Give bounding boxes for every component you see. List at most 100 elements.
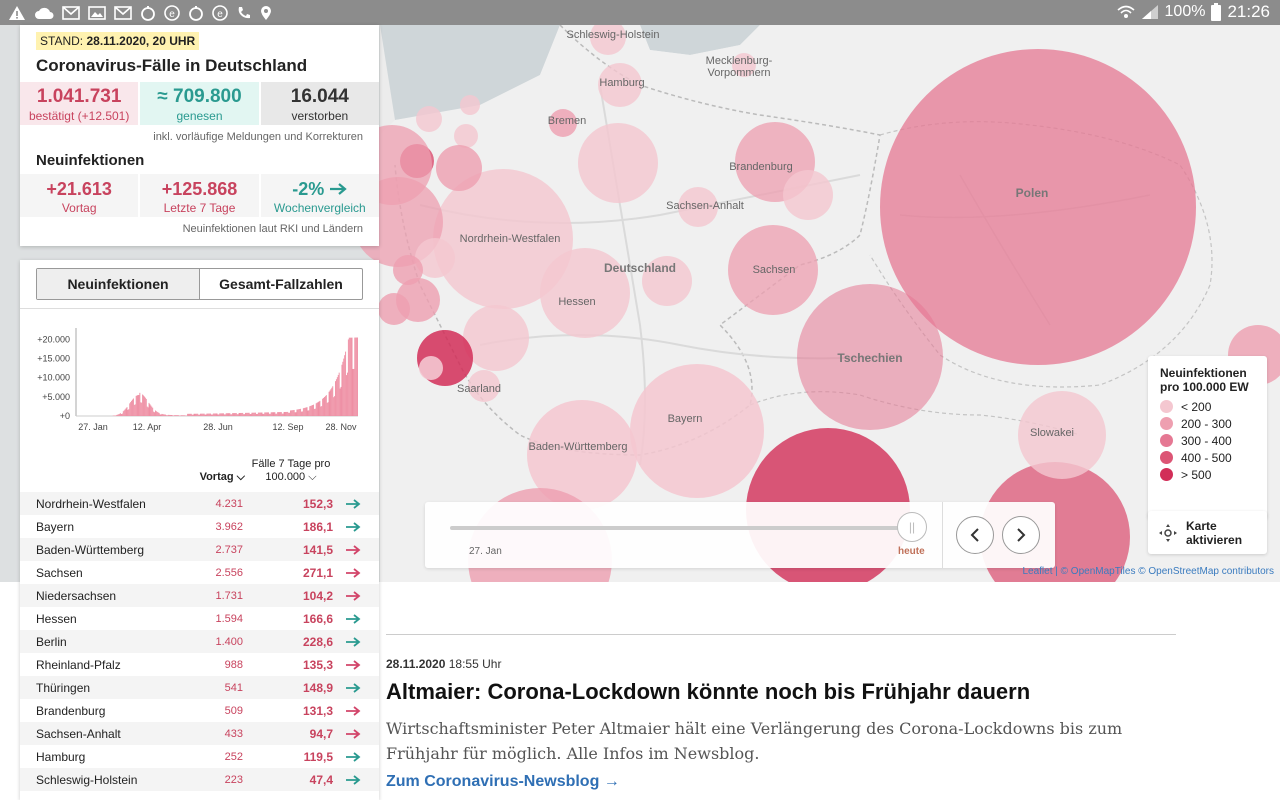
chart-bar: [208, 413, 210, 416]
chart-bar: [352, 368, 354, 416]
chart-bar: [353, 368, 355, 416]
chart-bar: [217, 414, 219, 416]
chart-bar: [166, 415, 168, 416]
chart-bar: [157, 412, 159, 416]
news-teaser: 28.11.2020 18:55 Uhr Altmaier: Corona-Lo…: [386, 634, 1176, 791]
chart-bar: [194, 413, 196, 416]
region-bubble: [393, 255, 423, 285]
battery-level: 100%: [1164, 3, 1206, 20]
next-button[interactable]: [1002, 516, 1040, 554]
state-name: Bayern: [36, 519, 75, 534]
trend-arrow-icon: [333, 705, 373, 716]
y-tick-label: +5.000: [42, 392, 70, 402]
table-row[interactable]: Bayern 3.962 186,1: [20, 515, 379, 538]
table-row[interactable]: Berlin 1.400 228,6: [20, 630, 379, 653]
column-header-vortag-label: Vortag: [199, 471, 234, 483]
chart-bar: [153, 411, 155, 416]
table-row[interactable]: Niedersachsen 1.731 104,2: [20, 584, 379, 607]
chart-bar: [184, 415, 186, 416]
tab-neuinfektionen[interactable]: Neuinfektionen: [37, 269, 200, 299]
chart-bar: [222, 413, 223, 416]
newsblog-link[interactable]: Zum Coronavirus-Newsblog →: [386, 773, 620, 790]
map-label-sk: Slowakei: [1029, 427, 1075, 439]
chart-bar: [151, 406, 153, 416]
table-row[interactable]: Sachsen-Anhalt 433 94,7: [20, 722, 379, 745]
tab-gesamt-fallzahlen[interactable]: Gesamt-Fallzahlen: [219, 276, 343, 292]
chart-bar: [213, 413, 215, 416]
chart-bar: [228, 413, 230, 416]
article-headline[interactable]: Altmaier: Corona-Lockdown könnte noch bi…: [386, 679, 1031, 704]
chart-bar: [302, 408, 304, 416]
chart-bar: [117, 414, 119, 416]
chart-bar: [148, 402, 150, 416]
chart-bar: [316, 402, 318, 416]
chart-bar: [137, 395, 139, 416]
chart-bar: [174, 415, 176, 416]
chart-bar: [224, 414, 226, 416]
chart-bar: [273, 412, 275, 416]
chart-bar: [286, 411, 288, 416]
timeline-track[interactable]: [450, 526, 900, 530]
recovered-value: ≈ 709.800: [157, 86, 242, 107]
table-row[interactable]: [20, 791, 379, 800]
table-row[interactable]: Nordrhein-Westfalen 4.231 152,3: [20, 492, 379, 515]
chart-bar: [355, 337, 357, 416]
timeline-slider-handle[interactable]: ||: [897, 512, 927, 542]
x-tick-label: 27. Jan: [78, 422, 108, 432]
region-bubble: [433, 169, 573, 309]
state-week-incidence: 148,9: [302, 680, 333, 695]
chart-bar: [163, 414, 165, 416]
table-row[interactable]: Brandenburg 509 131,3: [20, 699, 379, 722]
chart-bar: [346, 372, 348, 416]
region-bubble: [590, 25, 626, 55]
table-row[interactable]: Schleswig-Holstein 223 47,4: [20, 768, 379, 791]
region-bubble: [468, 370, 500, 402]
chart-bar: [318, 401, 320, 416]
column-header-vortag[interactable]: Vortag ⌵: [190, 471, 245, 484]
table-row[interactable]: Hamburg 252 119,5: [20, 745, 379, 768]
activate-map-button[interactable]: Karte aktivieren: [1148, 511, 1267, 554]
chart-bar: [147, 407, 149, 416]
region-bubble: [732, 53, 756, 77]
chart-bar: [242, 412, 244, 416]
new-yesterday-stat: +21.613 Vortag: [20, 174, 139, 217]
chart-bar: [124, 409, 126, 416]
leaflet-link[interactable]: Leaflet: [1022, 566, 1053, 577]
chart-bar: [206, 413, 208, 416]
chart-bar: [246, 412, 248, 416]
chart-bar: [121, 414, 122, 416]
column-header-week[interactable]: Fälle 7 Tage pro 100.000 ⌵: [248, 458, 334, 484]
state-name: Baden-Württemberg: [36, 542, 145, 557]
chart-bar: [230, 414, 232, 416]
previous-button[interactable]: [956, 516, 994, 554]
week-compare-stat: -2% Wochenvergleich: [260, 174, 379, 217]
table-row[interactable]: Thüringen 541 148,9: [20, 676, 379, 699]
chart-bar: [170, 415, 172, 416]
chart-bar: [113, 415, 115, 416]
map-label-bw: Baden-Württemberg: [528, 441, 628, 453]
states-table: Nordrhein-Westfalen 4.231 152,3 Bayern 3.962…: [20, 492, 379, 800]
chart-bar: [202, 413, 204, 416]
chart-bar: [177, 415, 179, 416]
legend-label: > 500: [1181, 467, 1212, 482]
chart-bar: [233, 413, 235, 416]
chart-bar: [324, 397, 325, 416]
chart-bar: [250, 414, 252, 416]
table-row[interactable]: Hessen 1.594 166,6: [20, 607, 379, 630]
chart-bar: [315, 403, 317, 416]
e-icon: e: [212, 5, 228, 21]
attribution-text[interactable]: | © OpenMapTiles © OpenStreetMap contrib…: [1055, 566, 1274, 577]
table-row[interactable]: Sachsen 2.556 271,1: [20, 561, 379, 584]
x-tick-label: 28. Nov: [325, 422, 357, 432]
chart-bar: [141, 402, 143, 416]
state-name: Sachsen: [36, 565, 83, 580]
table-row[interactable]: Baden-Württemberg 2.737 141,5: [20, 538, 379, 561]
state-week-incidence: 131,3: [302, 703, 333, 718]
chart-bar: [233, 413, 234, 416]
chart-bar: [269, 413, 271, 416]
table-row[interactable]: Rheinland-Pfalz 988 135,3: [20, 653, 379, 676]
chart-bar: [204, 414, 206, 416]
chart-bar: [183, 415, 185, 416]
chart-bar: [349, 337, 351, 416]
phone-icon: [238, 7, 250, 19]
